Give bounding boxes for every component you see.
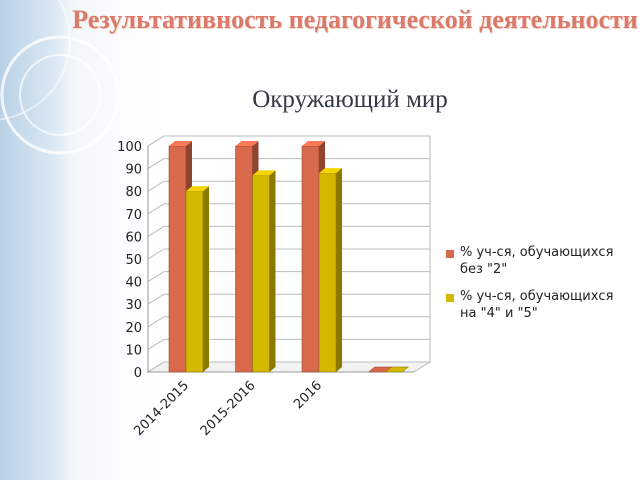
gridline-depth-7 — [147, 203, 165, 215]
bar-top-1-2 — [235, 141, 259, 146]
bar-2-1 — [185, 190, 204, 373]
bar-side-2-3 — [336, 168, 342, 372]
gridline-depth-5 — [147, 248, 165, 260]
bar-top-2-2 — [252, 170, 276, 176]
x-tick-label-1: 2014-2015 — [131, 378, 192, 439]
chart-legend: % уч-ся, обучающихся без "2" % уч-ся, об… — [446, 244, 636, 332]
bar-side-2-2 — [269, 170, 276, 372]
chart-subtitle: Окружающий мир — [252, 86, 448, 113]
gridline-depth-9 — [147, 158, 165, 170]
x-tick-label-3: 2016 — [291, 378, 325, 412]
bar-top-1-3 — [302, 141, 325, 146]
legend-swatch-series-1 — [446, 250, 454, 258]
page-title: Результативность педагогической деятельн… — [72, 5, 638, 34]
legend-swatch-series-2 — [446, 294, 454, 302]
y-tick-label: 50 — [125, 253, 142, 268]
x-tick-label-2: 2015-2016 — [198, 378, 259, 439]
legend-item-series-2: % уч-ся, обучающихся на "4" и "5" — [446, 288, 636, 322]
bar-1-3 — [301, 145, 320, 373]
y-tick-label: 30 — [125, 298, 142, 313]
bar-top-2-3 — [319, 168, 342, 174]
bar-1-2 — [235, 145, 253, 373]
y-tick-label: 10 — [125, 343, 142, 358]
legend-label-series-2: % уч-ся, обучающихся на "4" и "5" — [460, 289, 614, 321]
gridline-depth-2 — [147, 316, 165, 328]
bar-2-3 — [318, 172, 337, 373]
gridline-depth-8 — [147, 180, 165, 192]
y-tick-label: 40 — [125, 276, 142, 291]
y-tick-label: 100 — [117, 140, 142, 155]
bar-1-1 — [168, 145, 187, 373]
legend-item-series-1: % уч-ся, обучающихся без "2" — [446, 244, 636, 278]
gridline-depth-6 — [147, 225, 165, 237]
y-tick-label: 70 — [125, 208, 142, 223]
gridline-depth-3 — [147, 293, 165, 305]
bar-top-1-1 — [169, 141, 192, 146]
gridline-depth-10 — [147, 135, 165, 147]
y-tick-label: 20 — [125, 321, 142, 336]
gridline-depth-1 — [147, 338, 165, 350]
gridline-depth-4 — [147, 271, 165, 283]
bar-top-2-1 — [186, 186, 209, 192]
legend-label-series-1: % уч-ся, обучающихся без "2" — [460, 245, 614, 277]
bar-2-4 — [384, 366, 410, 373]
bar-2-2 — [252, 175, 270, 373]
y-tick-label: 90 — [125, 163, 142, 178]
gridline-depth-0 — [147, 361, 165, 373]
y-tick-label: 80 — [125, 185, 142, 200]
y-tick-label: 0 — [134, 366, 142, 381]
bar-side-2-1 — [203, 186, 209, 372]
y-tick-label: 60 — [125, 230, 142, 245]
